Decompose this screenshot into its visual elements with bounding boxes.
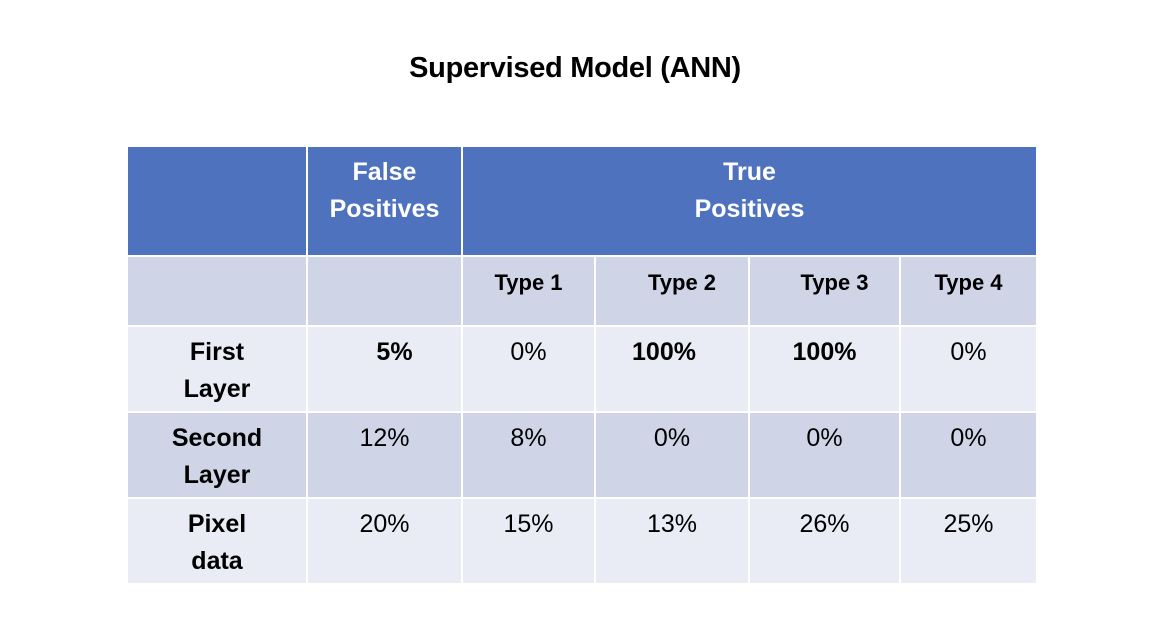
value-cell: 15% — [461, 497, 596, 585]
table-row: Second Layer 12% 8% 0% 0% 0% — [126, 411, 1038, 499]
value-cell: 13% — [594, 497, 750, 585]
sub-empty-cell — [126, 255, 308, 327]
header-true-positives: True Positives — [461, 145, 1038, 257]
type-header-cell: Type 3 — [748, 255, 901, 327]
value-cell: 25% — [899, 497, 1038, 585]
value-cell: 100% — [594, 325, 750, 413]
table-row: Pixel data 20% 15% 13% 26% 25% — [126, 497, 1038, 585]
type-header-row: Type 1 Type 2 Type 3 Type 4 — [126, 255, 1038, 327]
value-cell: 100% — [748, 325, 901, 413]
page-title: Supervised Model (ANN) — [409, 52, 741, 84]
value-cell: 26% — [748, 497, 901, 585]
type-header-cell: Type 2 — [594, 255, 750, 327]
false-positive-cell: 5% — [306, 325, 463, 413]
header-empty-cell — [126, 145, 308, 257]
value-cell: 0% — [748, 411, 901, 499]
table-header-row: False Positives True Positives — [126, 145, 1038, 257]
row-label: Pixel data — [126, 497, 308, 585]
type-header-cell: Type 1 — [461, 255, 596, 327]
row-label: First Layer — [126, 325, 308, 413]
sub-empty-cell — [306, 255, 463, 327]
row-label: Second Layer — [126, 411, 308, 499]
value-cell: 0% — [899, 325, 1038, 413]
false-positive-cell: 12% — [306, 411, 463, 499]
value-cell: 8% — [461, 411, 596, 499]
table-row: First Layer 5% 0% 100% 100% 0% — [126, 325, 1038, 413]
header-false-positives: False Positives — [306, 145, 463, 257]
results-table: False Positives True Positives Type 1 Ty… — [126, 145, 1038, 585]
type-header-cell: Type 4 — [899, 255, 1038, 327]
value-cell: 0% — [899, 411, 1038, 499]
false-positive-cell: 20% — [306, 497, 463, 585]
value-cell: 0% — [461, 325, 596, 413]
value-cell: 0% — [594, 411, 750, 499]
